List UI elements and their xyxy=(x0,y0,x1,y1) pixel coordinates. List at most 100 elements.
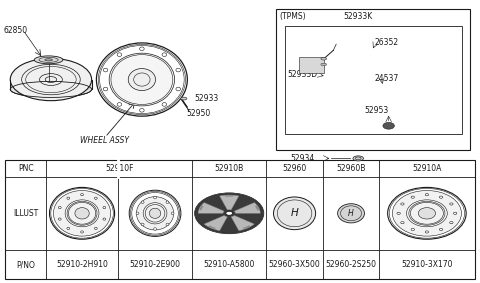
Ellipse shape xyxy=(171,212,174,215)
Text: 52933: 52933 xyxy=(194,94,218,103)
Ellipse shape xyxy=(176,68,180,72)
Ellipse shape xyxy=(450,222,453,224)
Polygon shape xyxy=(10,80,29,89)
Text: 52960-2S250: 52960-2S250 xyxy=(325,260,376,269)
Ellipse shape xyxy=(140,108,144,112)
Ellipse shape xyxy=(53,190,111,236)
Wedge shape xyxy=(231,215,254,231)
Ellipse shape xyxy=(67,227,70,230)
Text: (TPMS): (TPMS) xyxy=(280,12,306,21)
Text: 52910-A5800: 52910-A5800 xyxy=(204,260,255,269)
Bar xyxy=(285,26,462,134)
Ellipse shape xyxy=(162,103,167,106)
Text: 52960B: 52960B xyxy=(336,164,366,173)
Text: 52910-2E900: 52910-2E900 xyxy=(130,260,180,269)
Ellipse shape xyxy=(176,87,180,91)
Ellipse shape xyxy=(10,82,92,97)
Ellipse shape xyxy=(401,203,404,205)
Ellipse shape xyxy=(141,223,144,226)
Bar xyxy=(5,160,475,280)
Text: WHEEL ASSY: WHEEL ASSY xyxy=(80,136,129,145)
Ellipse shape xyxy=(180,97,187,100)
Text: ILLUST: ILLUST xyxy=(13,209,38,218)
Ellipse shape xyxy=(274,197,316,230)
Ellipse shape xyxy=(136,197,174,230)
Text: P/NO: P/NO xyxy=(16,260,35,269)
Ellipse shape xyxy=(321,63,326,66)
Text: 52960: 52960 xyxy=(282,164,307,173)
Text: 24537: 24537 xyxy=(374,74,398,83)
Ellipse shape xyxy=(401,222,404,224)
Ellipse shape xyxy=(154,196,156,199)
Ellipse shape xyxy=(439,228,443,231)
Text: 52950: 52950 xyxy=(187,109,211,118)
Ellipse shape xyxy=(141,201,144,203)
Ellipse shape xyxy=(10,58,92,101)
Ellipse shape xyxy=(39,74,62,85)
Text: 26352: 26352 xyxy=(374,38,398,47)
Ellipse shape xyxy=(136,212,139,215)
Ellipse shape xyxy=(95,227,97,230)
Circle shape xyxy=(195,193,264,233)
Ellipse shape xyxy=(103,87,108,91)
Wedge shape xyxy=(208,226,216,229)
Ellipse shape xyxy=(81,231,84,233)
Ellipse shape xyxy=(109,53,175,106)
Ellipse shape xyxy=(439,196,443,198)
Ellipse shape xyxy=(425,231,429,233)
Ellipse shape xyxy=(45,59,52,61)
Wedge shape xyxy=(243,226,250,229)
Text: 52910-2H910: 52910-2H910 xyxy=(56,260,108,269)
Wedge shape xyxy=(255,206,259,210)
Wedge shape xyxy=(220,195,239,210)
Ellipse shape xyxy=(117,103,122,106)
Text: 52953: 52953 xyxy=(365,106,389,115)
Text: PNC: PNC xyxy=(18,164,34,173)
Ellipse shape xyxy=(59,218,61,220)
Ellipse shape xyxy=(454,212,457,215)
Ellipse shape xyxy=(103,206,106,209)
Ellipse shape xyxy=(411,196,414,198)
Text: 52960-3X500: 52960-3X500 xyxy=(269,260,321,269)
Ellipse shape xyxy=(140,47,144,51)
Ellipse shape xyxy=(166,223,169,226)
Text: 62850: 62850 xyxy=(3,26,27,35)
Ellipse shape xyxy=(418,208,435,219)
Ellipse shape xyxy=(149,208,161,218)
Ellipse shape xyxy=(103,68,108,72)
Text: 52933K: 52933K xyxy=(343,12,372,21)
Ellipse shape xyxy=(117,53,122,57)
Ellipse shape xyxy=(337,204,364,223)
Ellipse shape xyxy=(166,201,169,203)
Ellipse shape xyxy=(425,194,429,196)
Ellipse shape xyxy=(67,197,70,199)
Text: 52910B: 52910B xyxy=(215,164,244,173)
Bar xyxy=(276,9,470,150)
Ellipse shape xyxy=(75,208,89,219)
Circle shape xyxy=(383,123,395,129)
Text: 52934: 52934 xyxy=(290,154,314,163)
Wedge shape xyxy=(234,203,260,213)
Text: H: H xyxy=(291,208,299,218)
Ellipse shape xyxy=(59,206,61,209)
Circle shape xyxy=(226,211,233,215)
Ellipse shape xyxy=(450,203,453,205)
Wedge shape xyxy=(198,203,224,213)
Polygon shape xyxy=(73,80,92,89)
Text: 52933D: 52933D xyxy=(287,70,317,79)
Ellipse shape xyxy=(353,156,363,161)
Ellipse shape xyxy=(154,228,156,230)
Ellipse shape xyxy=(95,197,97,199)
Text: 52910F: 52910F xyxy=(105,164,133,173)
Bar xyxy=(299,57,324,73)
Ellipse shape xyxy=(321,57,326,60)
Ellipse shape xyxy=(411,228,414,231)
Ellipse shape xyxy=(162,53,167,57)
Wedge shape xyxy=(204,215,228,231)
Ellipse shape xyxy=(34,56,63,64)
Ellipse shape xyxy=(128,68,156,91)
Ellipse shape xyxy=(392,190,461,236)
Ellipse shape xyxy=(81,194,84,196)
Text: 52910-3X170: 52910-3X170 xyxy=(401,260,453,269)
Text: 52910A: 52910A xyxy=(412,164,442,173)
